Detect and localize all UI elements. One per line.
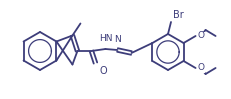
Text: O: O (197, 63, 204, 72)
Text: HN: HN (98, 34, 112, 43)
Text: N: N (114, 35, 120, 44)
Text: O: O (99, 66, 107, 76)
Text: O: O (197, 31, 204, 40)
Text: Br: Br (172, 10, 183, 20)
